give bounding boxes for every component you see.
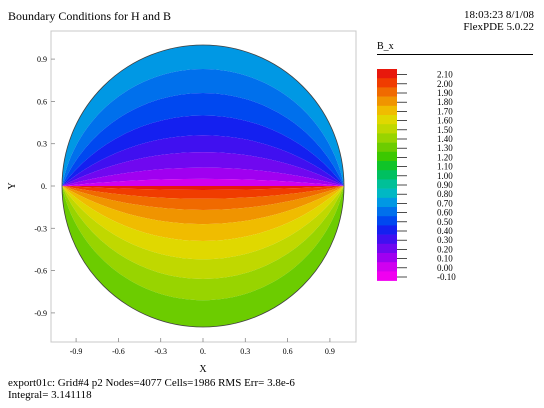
bottom-band-4 — [62, 186, 344, 241]
bottom-band-5 — [62, 186, 344, 260]
top-band-5 — [62, 152, 344, 186]
y-tick-label: -0.6 — [34, 267, 47, 276]
legend-swatch — [377, 124, 397, 134]
legend-label: 1.80 — [437, 97, 453, 107]
legend-swatch — [377, 207, 397, 217]
top-band-2 — [62, 92, 344, 186]
color-legend: 2.102.001.901.801.701.601.501.401.301.20… — [377, 69, 456, 282]
legend-swatch — [377, 253, 397, 263]
y-tick-label: 0.9 — [37, 55, 47, 64]
x-axis-label: X — [199, 364, 207, 375]
legend-label: 0.10 — [437, 254, 453, 264]
legend-swatch — [377, 225, 397, 235]
bottom-band-3 — [62, 186, 344, 225]
legend-swatch — [377, 179, 397, 189]
x-tick-label: 0.3 — [240, 347, 250, 356]
legend-label: 1.90 — [437, 88, 453, 98]
x-tick-label: 0.9 — [325, 347, 335, 356]
legend-label: 1.70 — [437, 106, 453, 116]
bottom-band-8 — [62, 186, 344, 327]
version-label: FlexPDE 5.0.22 — [463, 21, 534, 33]
top-band-1 — [62, 68, 344, 186]
bottom-band-7 — [62, 186, 344, 301]
legend-swatch — [377, 216, 397, 226]
legend-label: 0.90 — [437, 180, 453, 190]
domain-boundary — [61, 44, 345, 328]
legend-label: 1.00 — [437, 171, 453, 181]
legend-label: 1.20 — [437, 152, 453, 162]
y-tick-label: -0.9 — [34, 309, 47, 318]
bottom-band-1 — [62, 186, 344, 199]
time-version-stamp: 18:03:23 8/1/08 FlexPDE 5.0.22 — [463, 9, 534, 33]
x-tick-label: -0.9 — [70, 347, 83, 356]
legend-swatch — [377, 105, 397, 116]
x-axis-ticks: -0.9 -0.6 -0.3 0. 0.3 0.6 0.9 — [70, 338, 335, 356]
grid-stats: export01c: Grid#4 p2 Nodes=4077 Cells=19… — [8, 377, 295, 389]
legend-label: 0.60 — [437, 208, 453, 218]
legend-swatch — [377, 133, 397, 143]
x-tick-label: 0. — [200, 347, 206, 356]
legend-label: 1.60 — [437, 116, 453, 126]
legend-label: 0.00 — [437, 263, 453, 273]
legend-label: 2.00 — [437, 79, 453, 89]
legend-label: 1.10 — [437, 162, 453, 172]
plot-frame — [50, 30, 357, 343]
bottom-band-2 — [62, 186, 344, 210]
legend-label: 0.40 — [437, 226, 453, 236]
y-tick-label: 0. — [41, 182, 47, 191]
y-tick-label: -0.3 — [34, 224, 47, 233]
legend-label: 2.10 — [437, 70, 453, 80]
footer-stats: export01c: Grid#4 p2 Nodes=4077 Cells=19… — [8, 377, 295, 401]
contour-bands — [62, 45, 344, 327]
legend-swatch — [377, 161, 397, 171]
y-axis-label: Y — [7, 182, 18, 189]
legend-label: -0.10 — [437, 272, 456, 282]
top-band-7 — [62, 178, 344, 186]
legend-swatch — [377, 151, 397, 162]
legend-swatch — [377, 115, 397, 125]
time-date: 18:03:23 8/1/08 — [464, 9, 534, 21]
legend-title: B_x — [377, 41, 394, 52]
legend-label: 0.50 — [437, 217, 453, 227]
legend-label: 0.80 — [437, 189, 453, 199]
legend-swatch — [377, 234, 397, 245]
legend-swatch — [377, 96, 397, 107]
y-tick-label: 0.6 — [37, 97, 47, 106]
top-band-0 — [62, 45, 344, 186]
legend-label: 0.70 — [437, 198, 453, 208]
legend-swatch — [377, 78, 397, 88]
x-tick-label: 0.6 — [283, 347, 293, 356]
y-tick-label: 0.3 — [37, 140, 47, 149]
legend-swatch — [377, 271, 397, 281]
legend-label: 0.20 — [437, 244, 453, 254]
legend-label: 1.50 — [437, 125, 453, 135]
legend-swatch — [377, 197, 397, 208]
page-title: Boundary Conditions for H and B — [8, 9, 171, 23]
legend-swatch — [377, 87, 397, 97]
top-band-6 — [62, 167, 344, 186]
legend-swatch — [377, 262, 397, 272]
legend-underline — [377, 54, 533, 55]
bottom-band-0 — [62, 186, 344, 190]
legend-swatch — [377, 142, 397, 153]
x-tick-label: -0.6 — [112, 347, 125, 356]
y-axis-ticks: 0.9 0.6 0.3 0. -0.3 -0.6 -0.9 — [34, 55, 55, 318]
x-tick-label: -0.3 — [154, 347, 167, 356]
legend-swatch — [377, 243, 397, 254]
top-band-3 — [62, 115, 344, 186]
legend-swatch — [377, 69, 397, 79]
legend-swatch — [377, 170, 397, 180]
top-band-4 — [62, 135, 344, 186]
legend-swatch — [377, 188, 397, 199]
legend-label: 1.30 — [437, 143, 453, 153]
legend-label: 1.40 — [437, 134, 453, 144]
legend-label: 0.30 — [437, 235, 453, 245]
bottom-band-6 — [62, 186, 344, 280]
integral-value: Integral= 3.141118 — [8, 389, 92, 401]
